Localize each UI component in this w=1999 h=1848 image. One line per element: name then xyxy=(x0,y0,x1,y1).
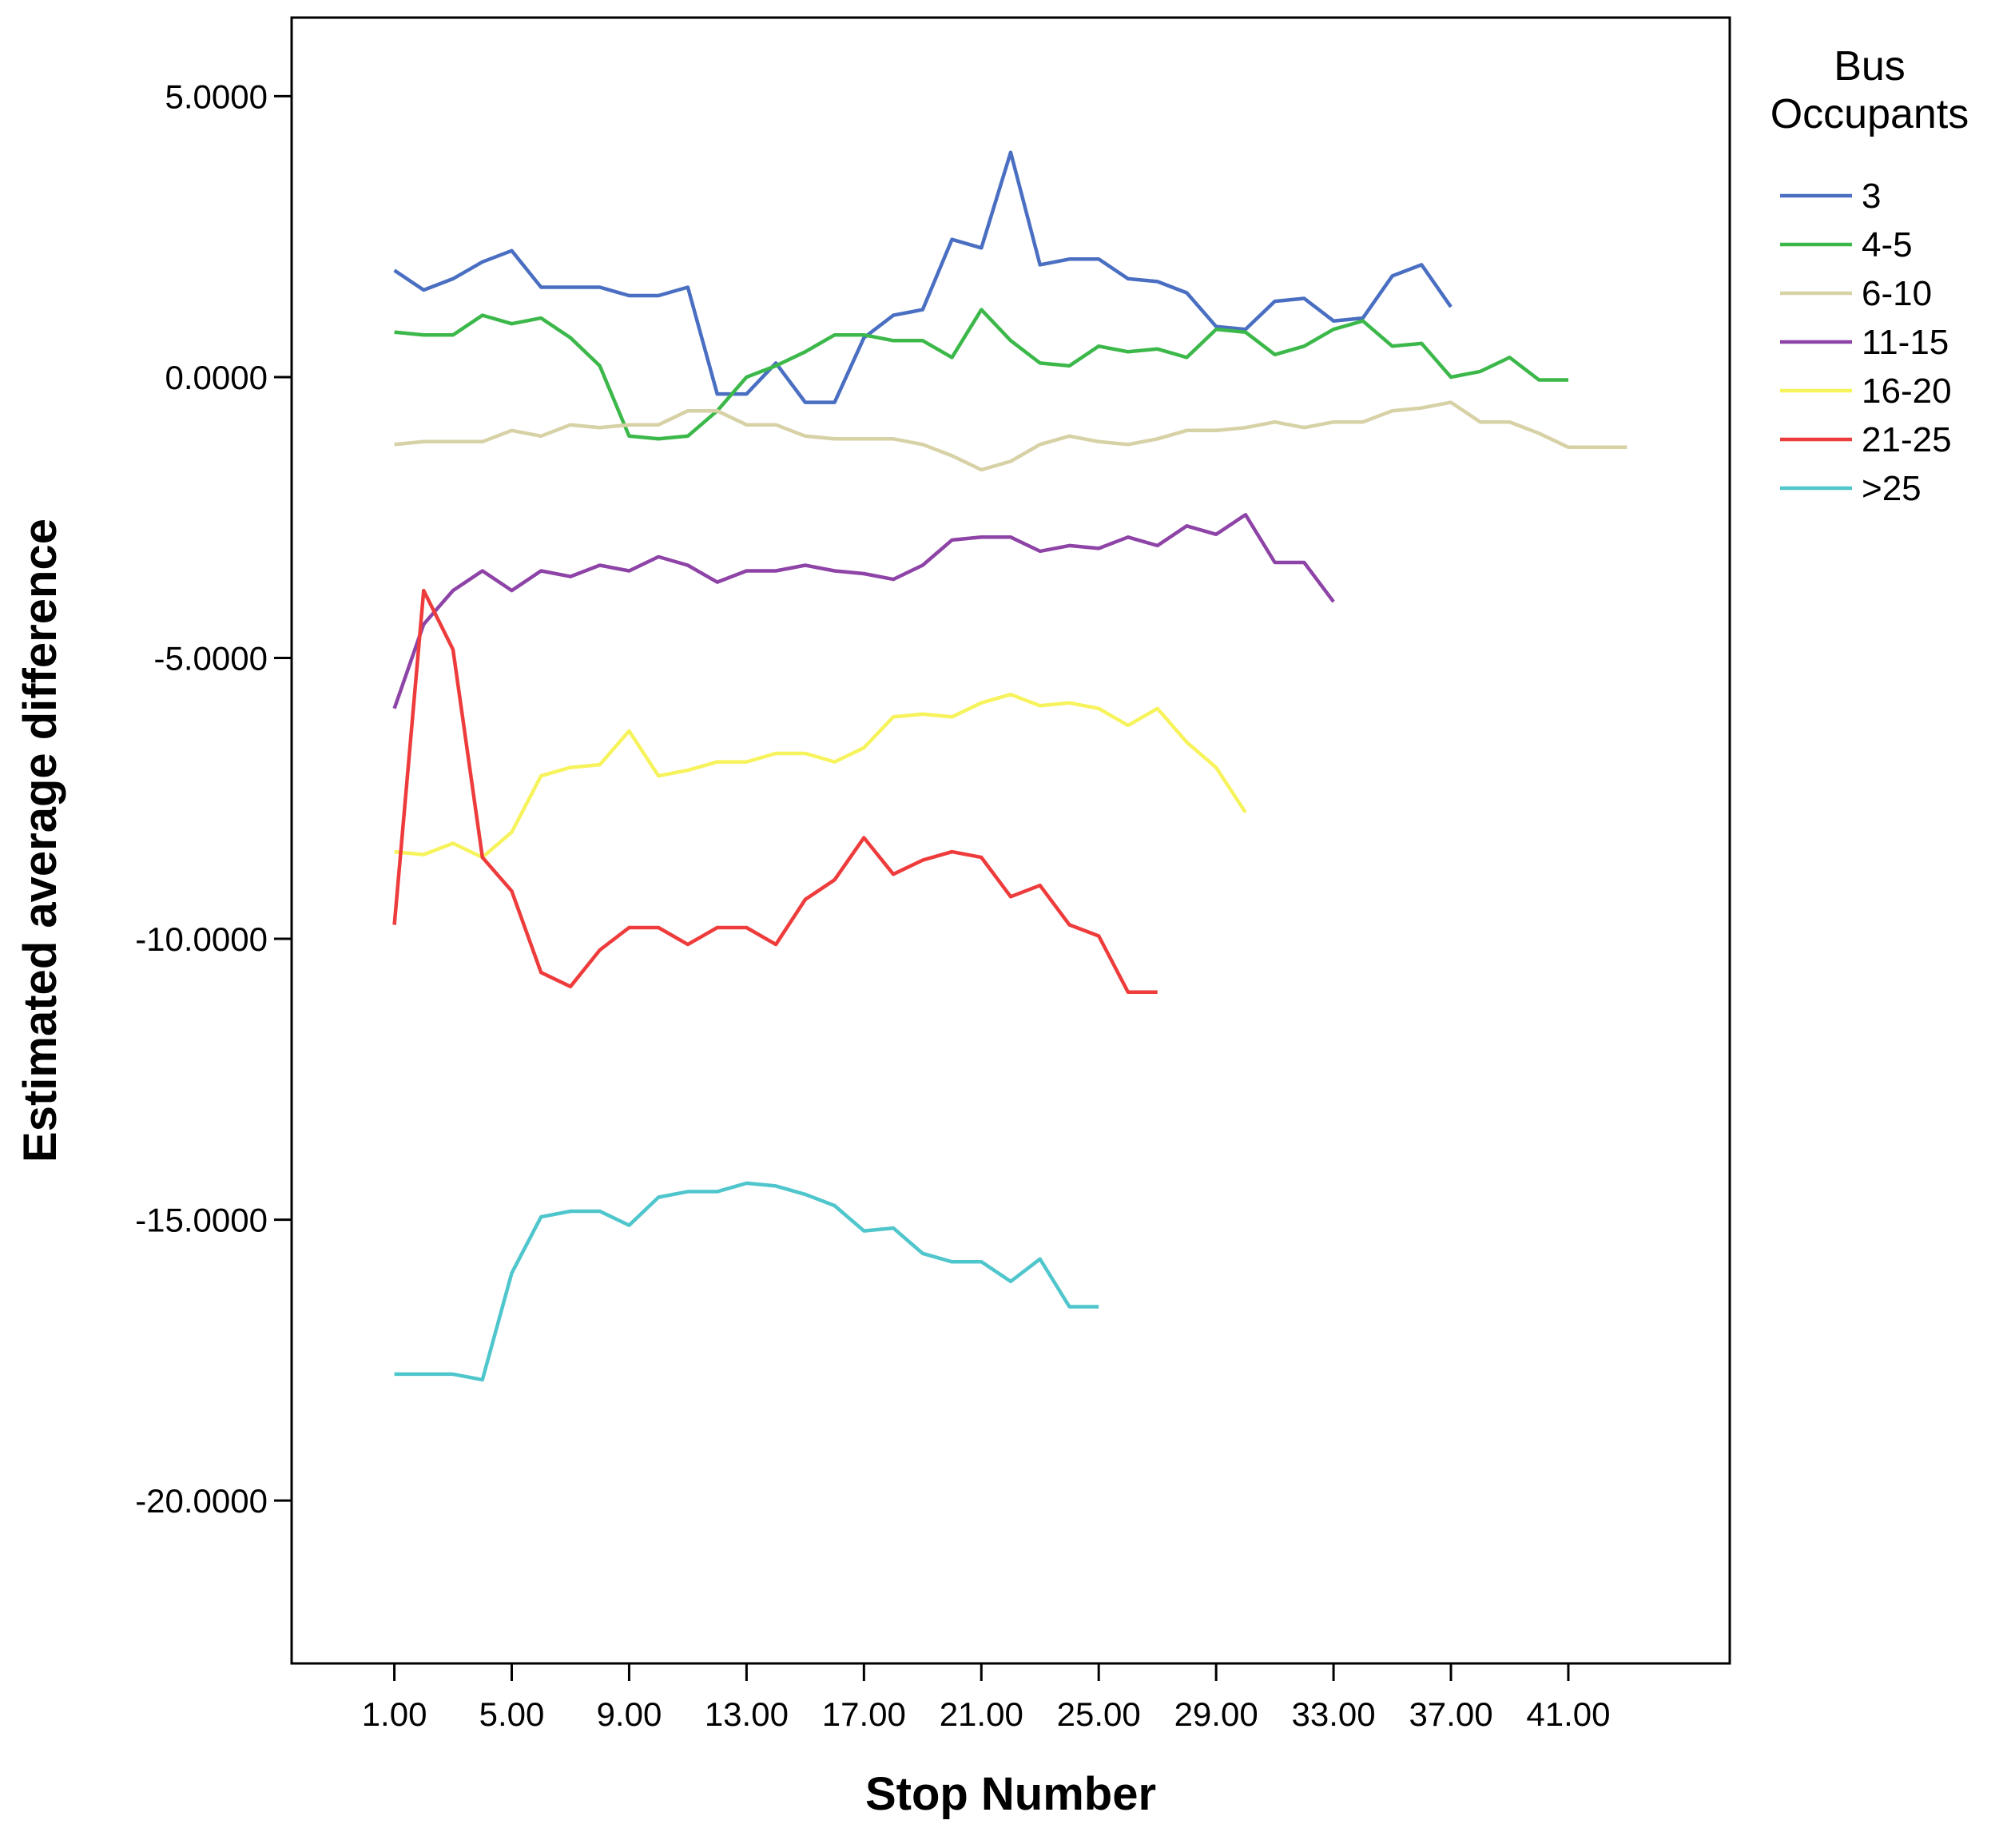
legend-label-16-20: 16-20 xyxy=(1862,372,1952,411)
series-line-16-20 xyxy=(394,692,1247,860)
x-axis-title: Stop Number xyxy=(865,1768,1156,1820)
series-line-21-25 xyxy=(392,588,1158,995)
x-tick-label: 33.00 xyxy=(1292,1695,1376,1733)
legend-title-line: Bus xyxy=(1834,43,1906,89)
legend-label-11-15: 11-15 xyxy=(1862,323,1949,362)
legend-label-6-10: 6-10 xyxy=(1862,274,1932,313)
x-axis: 1.00 5.00 9.00 13.00 17.00 21.00 25.00 29.00 33.… xyxy=(362,1663,1611,1733)
x-tick-label: 21.00 xyxy=(940,1695,1023,1733)
x-tick-label: 9.00 xyxy=(597,1695,662,1733)
y-tick-label: -5.0000 xyxy=(154,640,268,678)
y-axis: 5.0000 0.0000 -5.0000 -10.0000 -15.0000 -20.0… xyxy=(135,77,292,1520)
legend-items: 3 4-5 6-10 11-15 16-20 21-25 >25 xyxy=(1780,177,1952,508)
series-lines xyxy=(392,150,1627,1382)
x-tick-label: 41.00 xyxy=(1526,1695,1610,1733)
legend: Bus Occupants 3 4-5 6-10 11-15 16-20 21-25 >25 xyxy=(1770,43,1969,508)
x-tick-label: 29.00 xyxy=(1174,1695,1258,1733)
legend-label-21-25: 21-25 xyxy=(1862,420,1952,459)
y-axis-title: Estimated average difference xyxy=(14,519,66,1162)
series-line-6-10 xyxy=(394,400,1627,472)
legend-label->25: >25 xyxy=(1862,469,1922,508)
x-tick-label: 13.00 xyxy=(705,1695,789,1733)
series-line-3 xyxy=(393,150,1453,404)
series-line-4-5 xyxy=(394,308,1568,441)
x-tick-label: 5.00 xyxy=(479,1695,545,1733)
x-tick-label: 25.00 xyxy=(1057,1695,1141,1733)
legend-title-line: Occupants xyxy=(1770,91,1969,137)
plot-frame xyxy=(290,16,1731,1665)
y-tick-label: -10.0000 xyxy=(135,920,268,958)
series-line-11-15 xyxy=(392,512,1335,709)
y-tick-label: 5.0000 xyxy=(165,77,268,115)
legend-title: Bus Occupants xyxy=(1770,43,1969,137)
y-tick-label: -15.0000 xyxy=(135,1202,268,1239)
x-tick-label: 37.00 xyxy=(1409,1695,1492,1733)
legend-label-4-5: 4-5 xyxy=(1862,225,1913,264)
x-tick-label: 1.00 xyxy=(362,1695,427,1733)
y-tick-label: 0.0000 xyxy=(165,359,268,396)
x-tick-label: 17.00 xyxy=(822,1695,906,1733)
legend-label-3: 3 xyxy=(1862,177,1881,216)
series-line->25 xyxy=(394,1181,1099,1382)
y-tick-label: -20.0000 xyxy=(135,1482,268,1520)
